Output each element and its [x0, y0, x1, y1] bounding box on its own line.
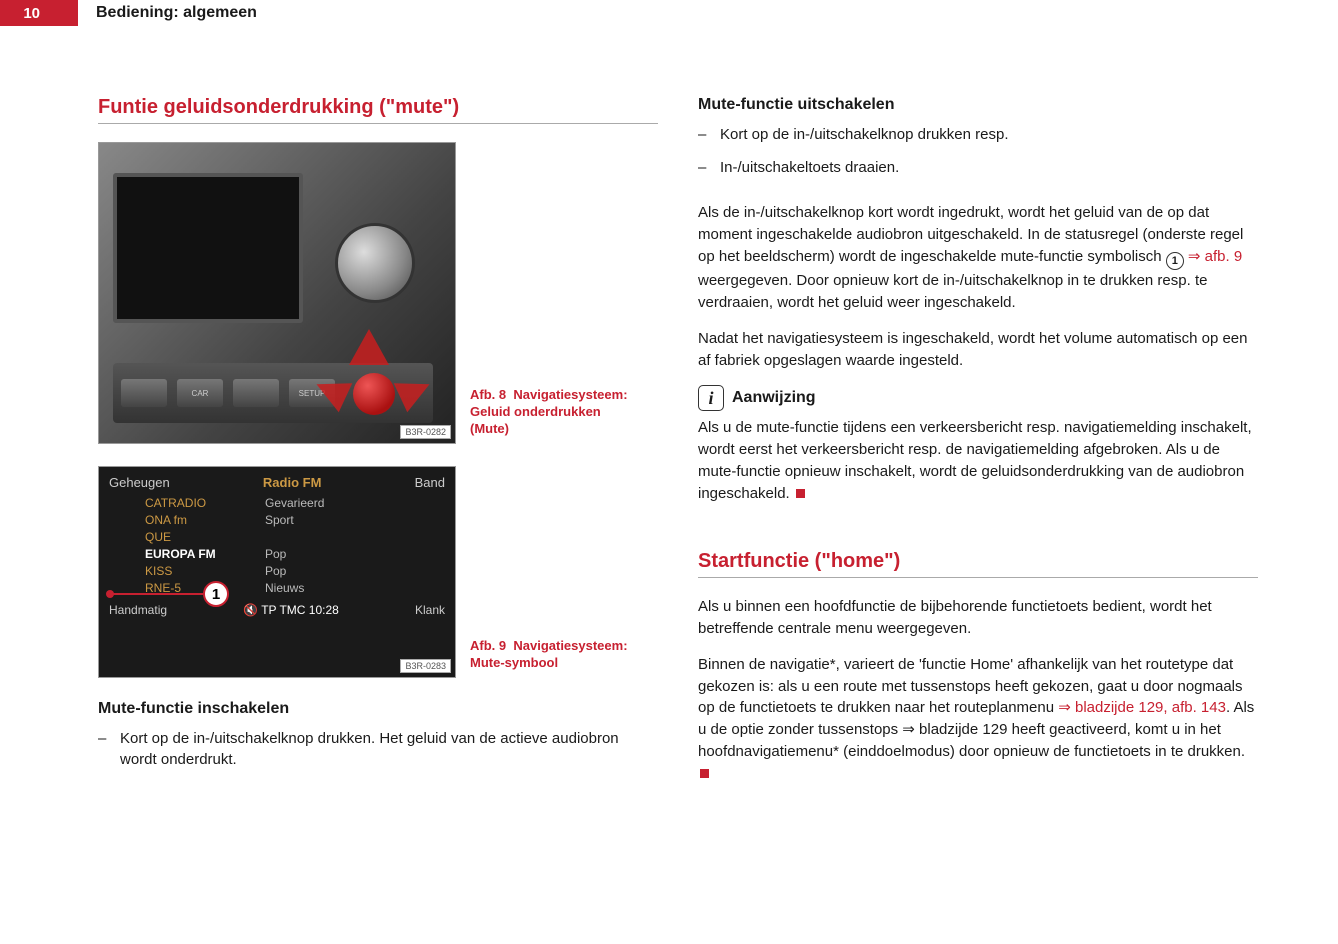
header-right: Band [415, 475, 445, 490]
p1-ref: ⇒ afb. 9 [1188, 248, 1242, 265]
header-left: Geheugen [109, 475, 170, 490]
image-id: B3R-0283 [400, 659, 451, 673]
note-body: Als u de mute-functie tijdens een verkee… [698, 417, 1258, 504]
station-row: CATRADIOGevarieerd [145, 496, 445, 510]
section-title: Bediening: algemeen [96, 4, 257, 22]
arrow-up-icon [349, 329, 389, 365]
section-home: Startfunctie ("home") Als u binnen een h… [698, 550, 1258, 784]
end-marker-icon [796, 489, 805, 498]
station-row-selected: EUROPA FMPop [145, 547, 445, 561]
heading-mute: Funtie geluidsonderdrukking ("mute") [98, 96, 658, 124]
dashboard-illustration: CAR SETUP [99, 143, 455, 443]
left-column: Funtie geluidsonderdrukking ("mute") CAR… [98, 96, 658, 798]
page-header: 10 Bediening: algemeen [0, 0, 1338, 26]
station-row: QUE [145, 530, 445, 544]
subhead-disable: Mute-functie uitschakelen [698, 96, 1258, 114]
figure-2: Geheugen Radio FM Band CATRADIOGevarieer… [98, 466, 456, 678]
footer-right: Klank [415, 603, 445, 617]
end-marker-icon [700, 769, 709, 778]
header-accent [48, 0, 78, 26]
header-center: Radio FM [263, 475, 322, 490]
page-number: 10 [0, 0, 48, 26]
screen-footer: Handmatig 🔇 TP TMC 10:28 Klank [109, 603, 445, 617]
p1-part-b: weergegeven. Door opnieuw kort de in-/ui… [698, 272, 1207, 311]
callout-marker: 1 [203, 581, 229, 607]
power-knob [353, 373, 395, 415]
bullet-text: In-/uitschakeltoets draaien. [720, 157, 1258, 178]
subhead-enable: Mute-functie inschakelen [98, 700, 658, 718]
inline-marker: 1 [1166, 252, 1184, 270]
bullet-disable-2: – In-/uitschakeltoets draaien. [698, 157, 1258, 178]
home-p1: Als u binnen een hoofdfunctie de bijbeho… [698, 596, 1258, 640]
note-text: Als u de mute-functie tijdens een verkee… [698, 419, 1252, 501]
figure-1: CAR SETUP B3R-0282 [98, 142, 456, 444]
page-content: Funtie geluidsonderdrukking ("mute") CAR… [0, 26, 1338, 798]
callout-line [109, 593, 203, 595]
bullet-disable-1: – Kort op de in-/uitschakelknop drukken … [698, 124, 1258, 145]
dash-button [121, 379, 167, 407]
screen-header: Geheugen Radio FM Band [109, 475, 445, 490]
figure-2-caption: Afb. 9 Navigatiesysteem: Mute-symbool [470, 638, 640, 678]
bullet-enable: – Kort op de in-/uitschakel­knop drukken… [98, 728, 658, 770]
note-heading: i Aanwijzing [698, 385, 1258, 411]
bullet-text: Kort op de in-/uitschakel­knop drukken. … [120, 728, 658, 770]
station-row: KISSPop [145, 564, 445, 578]
footer-status: 🔇 TP TMC 10:28 [167, 603, 415, 617]
home-ref: ⇒ bladzijde 129, afb. 143 [1058, 699, 1226, 716]
caption-prefix: Afb. 8 [470, 387, 506, 402]
bullet-text: Kort op de in-/uitschakelknop drukken re… [720, 124, 1258, 145]
home-p2: Binnen de navigatie*, varieert de 'funct… [698, 654, 1258, 785]
nav-screen [113, 173, 303, 323]
paragraph-2: Nadat het navigatiesysteem is ingeschake… [698, 328, 1258, 372]
radio-screen: Geheugen Radio FM Band CATRADIOGevarieer… [99, 467, 455, 677]
figure-1-block: CAR SETUP B3R-0282 Afb. 8 Navigatiesyste… [98, 142, 658, 444]
station-row: ONA fmSport [145, 513, 445, 527]
figure-1-caption: Afb. 8 Navigatiesysteem: Geluid onderdru… [470, 387, 640, 444]
caption-prefix: Afb. 9 [470, 638, 506, 653]
note-title: Aanwijzing [732, 389, 816, 407]
control-dial [335, 223, 415, 303]
p1-part-a: Als de in-/uitschakelknop kort wordt ing… [698, 204, 1243, 265]
image-id: B3R-0282 [400, 425, 451, 439]
right-column: Mute-functie uitschakelen – Kort op de i… [698, 96, 1258, 798]
figure-2-block: Geheugen Radio FM Band CATRADIOGevarieer… [98, 466, 658, 678]
heading-home: Startfunctie ("home") [698, 550, 1258, 578]
footer-left: Handmatig [109, 603, 167, 617]
dash-button: CAR [177, 379, 223, 407]
bullet-dash: – [698, 157, 720, 178]
dash-button [233, 379, 279, 407]
station-list: CATRADIOGevarieerd ONA fmSport QUE EUROP… [145, 496, 445, 595]
info-icon: i [698, 385, 724, 411]
paragraph-1: Als de in-/uitschakelknop kort wordt ing… [698, 202, 1258, 314]
bullet-dash: – [98, 728, 120, 770]
bullet-dash: – [698, 124, 720, 145]
